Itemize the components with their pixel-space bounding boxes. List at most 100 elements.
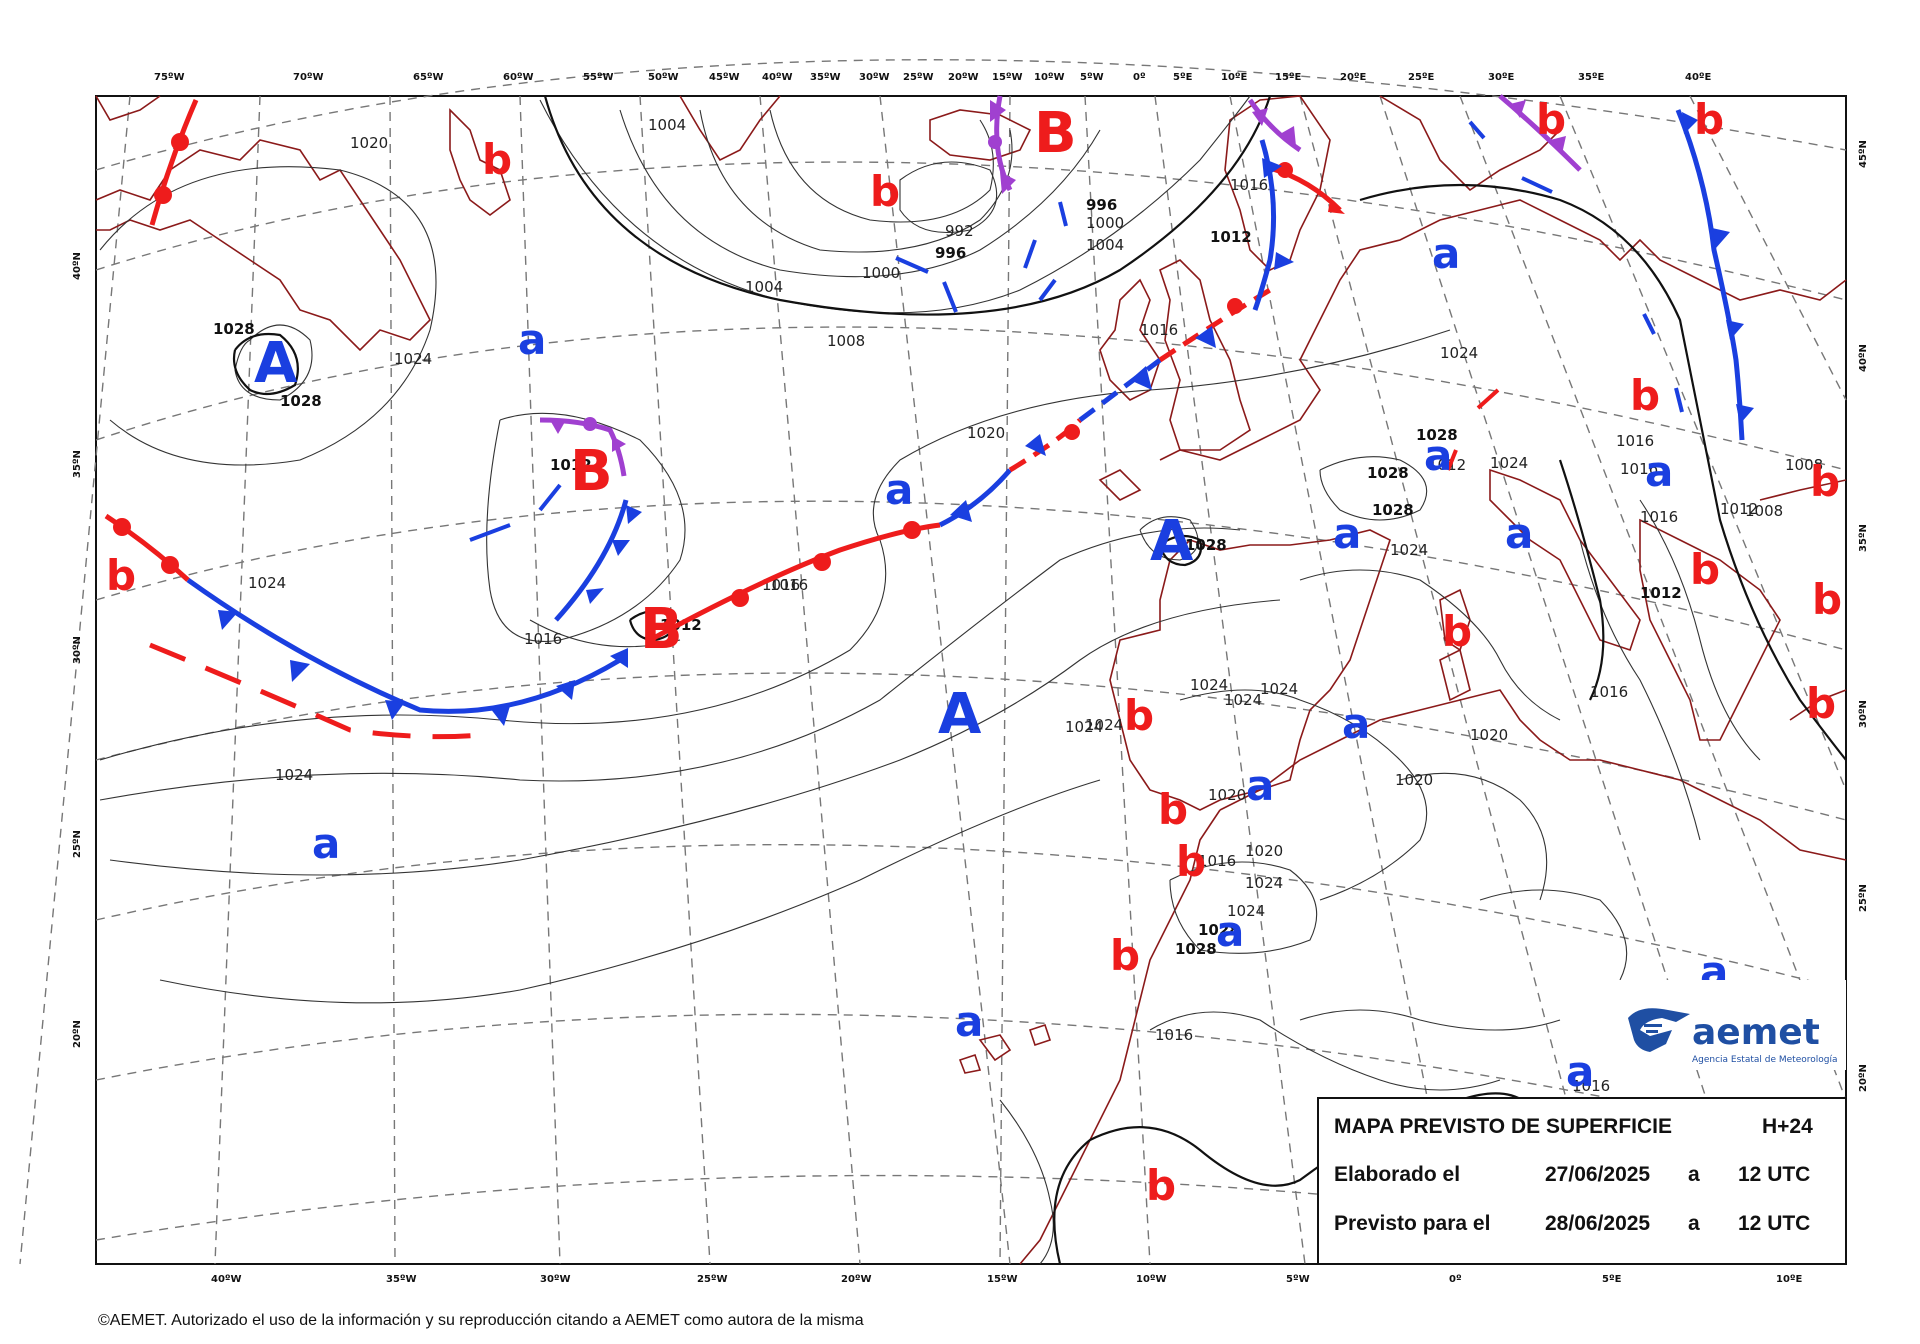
low-subcenter-b: b — [1810, 457, 1840, 506]
low-center-B: B — [570, 439, 613, 504]
low-subcenter-b: b — [870, 167, 900, 216]
warm-front-bump — [813, 553, 831, 571]
isobar-label: 1008 — [1745, 502, 1783, 520]
cold-front-barb — [586, 588, 604, 604]
left-tick: 40ºN — [72, 252, 83, 280]
right-tick: 30ºN — [1858, 700, 1869, 728]
top-tick: 30ºW — [859, 72, 890, 83]
info-row2-label: Previsto para el — [1334, 1212, 1490, 1235]
bottom-tick: 0º — [1449, 1274, 1462, 1285]
isobar-label: 1012 — [550, 456, 592, 474]
isobar-label: 1016 — [1572, 1077, 1610, 1095]
warm-front-bump — [1277, 162, 1293, 178]
logo-subtitle: Agencia Estatal de Meteorología — [1692, 1055, 1838, 1065]
bottom-tick: 25ºW — [697, 1274, 728, 1285]
bottom-tick: 5ºW — [1286, 1274, 1310, 1285]
cold-front-barb — [556, 680, 575, 700]
occluded-barb — [990, 100, 1006, 122]
isobar-label: 1020 — [1470, 726, 1508, 744]
isobar-label: 1024 — [1260, 680, 1298, 698]
isobar-label: 1012 — [1428, 456, 1466, 474]
right-tick: 35ºN — [1858, 524, 1869, 552]
trough-line — [1446, 388, 1500, 471]
isobar-label: 1028 — [1175, 940, 1217, 958]
warm-front-bump — [113, 518, 131, 536]
high-center-A: A — [938, 682, 982, 747]
cold-front-barb — [1712, 228, 1730, 248]
top-tick: 40ºE — [1685, 72, 1712, 83]
occluded-front — [1498, 94, 1582, 172]
isobar-label: 1028 — [1185, 536, 1227, 554]
top-tick: 65ºW — [413, 72, 444, 83]
occluded-front — [1247, 98, 1302, 153]
high-subcenter-a: a — [1342, 699, 1370, 748]
low-subcenter-b: b — [1690, 545, 1720, 594]
info-row2-a: a — [1688, 1212, 1700, 1235]
isobar-labels: 1020 1024 1028 1028 1004 1004 1008 1000 … — [213, 116, 1823, 1095]
aemet-logo-icon — [1628, 1008, 1690, 1052]
cold-front-barb — [1726, 320, 1744, 340]
map-info-box: MAPA PREVISTO DE SUPERFICIE H+24 Elabora… — [1317, 1097, 1847, 1265]
info-row1-label: Elaborado el — [1334, 1163, 1460, 1186]
warm-front-bump — [903, 521, 921, 539]
isobar-label: 1028 — [1367, 464, 1409, 482]
bottom-tick: 35ºW — [386, 1274, 417, 1285]
isobar-label: 1008 — [827, 332, 865, 350]
isobar-label: 1024 — [1065, 718, 1103, 736]
info-row2-time: 12 UTC — [1738, 1212, 1810, 1235]
occluded-barb — [1550, 136, 1566, 154]
occluded-bump — [583, 417, 597, 431]
high-subcenter-a: a — [1246, 761, 1274, 810]
info-box-frame — [1317, 1097, 1847, 1265]
top-tick: 20ºE — [1340, 72, 1367, 83]
cold-front — [1675, 109, 1745, 441]
cold-front-barb — [626, 505, 642, 524]
aemet-logo: aemet Agencia Estatal de Meteorología — [1620, 980, 1846, 1070]
high-subcenter-a: a — [518, 315, 546, 364]
isobar-label: 1000 — [862, 264, 900, 282]
low-center-B: B — [640, 597, 683, 662]
high-subcenter-a: a — [1424, 431, 1452, 480]
right-tick: 45ºN — [1858, 140, 1869, 168]
pressure-systems: A A A B B B a a a a a a a a a a a a a a … — [106, 95, 1842, 1210]
top-tick: 15ºE — [1275, 72, 1302, 83]
isobar-label: 1016 — [1616, 432, 1654, 450]
warm-front-bump — [161, 556, 179, 574]
isobar-label: 1004 — [648, 116, 686, 134]
cold-front-barb — [490, 706, 510, 726]
top-tick: 55ºW — [583, 72, 614, 83]
low-subcenter-b: b — [1176, 837, 1206, 886]
cold-front-barb — [610, 648, 628, 668]
logo-wordmark: aemet — [1692, 1012, 1820, 1053]
isobar-label: 1028 — [213, 320, 255, 338]
isobar-label: 1024 — [1224, 691, 1262, 709]
top-tick: 5ºW — [1080, 72, 1104, 83]
low-subcenter-b: b — [1694, 95, 1724, 144]
cold-front-barb — [385, 700, 405, 720]
cold-front-barb — [218, 610, 238, 630]
isobar-label: 1016 — [1155, 1026, 1193, 1044]
info-lead-time: H+24 — [1762, 1115, 1813, 1138]
isobar-label: 1012 — [1210, 228, 1252, 246]
isobar-label: 1016 — [770, 576, 808, 594]
top-tick: 35ºW — [810, 72, 841, 83]
warm-front-bump — [154, 186, 172, 204]
info-title: MAPA PREVISTO DE SUPERFICIE — [1334, 1115, 1672, 1138]
low-subcenter-b: b — [1124, 691, 1154, 740]
top-tick: 60ºW — [503, 72, 534, 83]
bottom-tick: 40ºW — [211, 1274, 242, 1285]
copyright-notice: ©AEMET. Autorizado el uso de la informac… — [98, 1312, 864, 1329]
info-row2-date: 28/06/2025 — [1545, 1212, 1650, 1235]
bottom-tick: 10ºE — [1776, 1274, 1803, 1285]
low-subcenter-b: b — [1442, 607, 1472, 656]
high-subcenter-a: a — [1645, 447, 1673, 496]
isobar-label: 1020 — [1245, 842, 1283, 860]
top-tick: 45ºW — [709, 72, 740, 83]
isobar-label: 1016 — [1620, 460, 1658, 478]
isobar-label: 1016 — [1590, 683, 1628, 701]
occluded-barb — [1252, 108, 1268, 126]
bottom-tick: 20ºW — [841, 1274, 872, 1285]
isobar-label: 1024 — [394, 350, 432, 368]
isobar-label: 1028 — [1198, 921, 1240, 939]
isobar-label: 1028 — [1416, 426, 1458, 444]
